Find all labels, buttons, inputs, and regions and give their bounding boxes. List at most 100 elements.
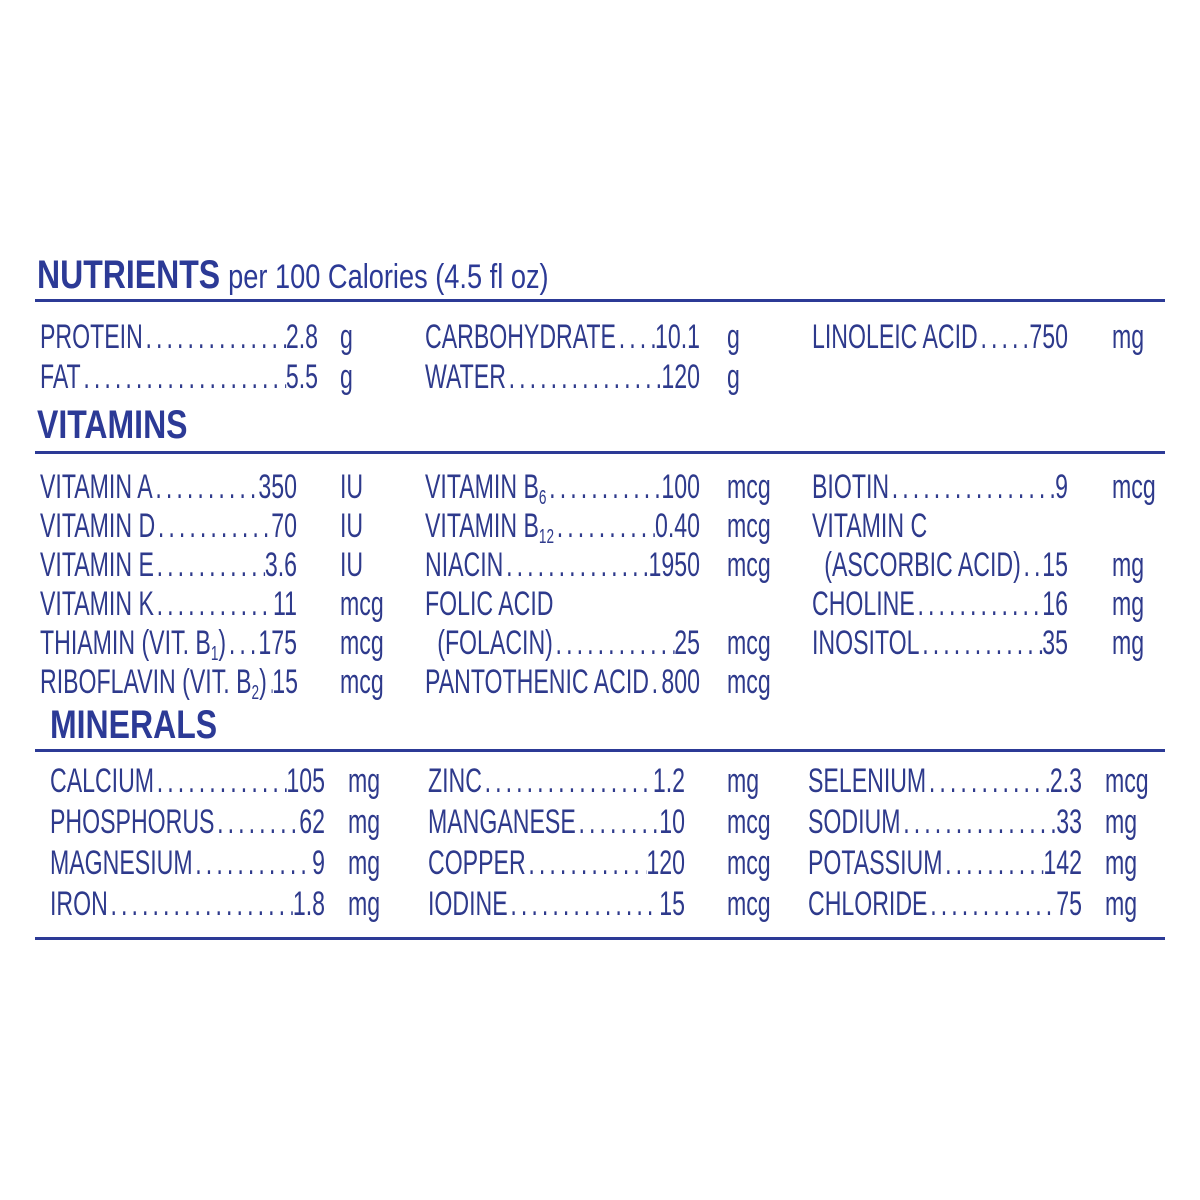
nutrient-unit: mcg: [339, 624, 384, 662]
nutrient-name: INOSITOL: [812, 623, 920, 663]
entry-main: LINOLEIC ACID...........................…: [812, 317, 1068, 357]
nutrient-unit: mg: [347, 885, 381, 923]
nutrient-row: PANTOTHENIC ACID........................…: [425, 662, 771, 702]
nutrient-value: 1950: [648, 546, 700, 584]
entry-main: FAT.....................................…: [40, 357, 318, 397]
nutrient-unit: mg: [1111, 546, 1145, 584]
dot-leader: ........................................…: [917, 585, 1042, 623]
name-text: (ASCORBIC ACID): [824, 546, 1021, 584]
nutrient-value: 9: [1055, 468, 1068, 506]
name-text: SODIUM: [808, 803, 901, 841]
nutrient-value: 750: [1029, 318, 1068, 356]
dot-leader: ........................................…: [922, 624, 1042, 662]
nutrient-value: 10.1: [654, 318, 700, 356]
nutrient-row: (FOLACIN)...............................…: [425, 623, 771, 663]
nutrient-row: THIAMIN (VIT. B1).......................…: [40, 623, 384, 663]
nutrient-row: LINOLEIC ACID...........................…: [812, 317, 1144, 357]
dot-leader: ........................................…: [195, 844, 312, 882]
name-text: VITAMIN D: [40, 507, 156, 545]
name-text: VITAMIN E: [40, 546, 154, 584]
dot-leader: ........................................…: [1023, 546, 1043, 584]
name-text: IRON: [50, 885, 108, 923]
entry-main: IODINE..................................…: [428, 884, 685, 924]
nutrient-row: IRON....................................…: [50, 884, 380, 924]
entry-main: BIOTIN..................................…: [812, 467, 1068, 507]
name-end: ): [218, 624, 227, 662]
nutrient-unit: g: [726, 358, 740, 396]
nutrient-value: 35: [1042, 624, 1068, 662]
nutrient-name: COPPER: [428, 843, 526, 883]
nutrient-name: VITAMIN C: [812, 506, 927, 546]
dot-leader: ........................................…: [549, 468, 662, 506]
nutrient-unit: g: [339, 358, 353, 396]
entry-main: PANTOTHENIC ACID........................…: [425, 662, 700, 702]
nutrient-value: 16: [1042, 585, 1068, 623]
entry-main: VITAMIN B6..............................…: [425, 467, 700, 507]
nutrient-row: VITAMIN A...............................…: [40, 467, 363, 507]
entry-main: PROTEIN.................................…: [40, 317, 318, 357]
nutrient-row: VITAMIN K...............................…: [40, 584, 384, 624]
nutrient-row: NIACIN..................................…: [425, 545, 771, 585]
nutrient-unit: mcg: [726, 624, 771, 662]
dot-leader: ........................................…: [155, 468, 258, 506]
nutrient-row: (ASCORBIC ACID).........................…: [812, 545, 1144, 585]
nutrient-value: 142: [1043, 844, 1082, 882]
nutrient-name: PHOSPHORUS: [50, 802, 214, 842]
entry-main: CARBOHYDRATE............................…: [425, 317, 700, 357]
nutrient-row: CALCIUM.................................…: [50, 761, 380, 801]
dot-leader: ........................................…: [528, 844, 646, 882]
subscript: 2: [251, 682, 260, 702]
nutrient-unit: mcg: [339, 663, 384, 701]
dot-leader: ........................................…: [945, 844, 1043, 882]
entry-main: VITAMIN E...............................…: [40, 545, 297, 585]
nutrient-value: 350: [258, 468, 297, 506]
nutrient-row: CARBOHYDRATE............................…: [425, 317, 740, 357]
entry-main: RIBOFLAVIN (VIT. B2)....................…: [40, 662, 297, 702]
name-text: MAGNESIUM: [50, 844, 193, 882]
name-text: (FOLACIN): [437, 624, 553, 662]
name-end: ): [259, 663, 267, 701]
nutrient-row: BIOTIN..................................…: [812, 467, 1156, 507]
nutrient-value: 100: [661, 468, 700, 506]
entry-main: CHOLINE.................................…: [812, 584, 1068, 624]
dot-leader: ........................................…: [110, 885, 293, 923]
entry-main: SODIUM..................................…: [808, 802, 1082, 842]
nutrient-name: (FOLACIN): [425, 623, 553, 663]
nutrient-row: IODINE..................................…: [428, 884, 771, 924]
dot-leader: ........................................…: [157, 507, 272, 545]
entry-main: INOSITOL................................…: [812, 623, 1068, 663]
subheading-text: per 100 Calories (4.5 fl oz): [228, 258, 549, 296]
nutrient-row: VITAMIN D...............................…: [40, 506, 363, 546]
nutrient-row: POTASSIUM...............................…: [808, 843, 1137, 883]
nutrient-value: 75: [1056, 885, 1082, 923]
nutrient-name: IRON: [50, 884, 108, 924]
entry-main: IRON....................................…: [50, 884, 325, 924]
nutrient-name: VITAMIN E: [40, 545, 154, 585]
name-text: CARBOHYDRATE: [425, 318, 616, 356]
section-rule: [35, 451, 1165, 454]
nutrient-value: 120: [661, 358, 700, 396]
nutrient-value: 5.5: [285, 358, 318, 396]
nutrient-value: 105: [286, 762, 325, 800]
nutrient-unit: mcg: [726, 885, 771, 923]
dot-leader: ........................................…: [651, 663, 662, 701]
name-text: VITAMIN C: [812, 507, 928, 545]
section-heading: MINERALS: [50, 703, 217, 756]
nutrient-row: CHOLINE.................................…: [812, 584, 1144, 624]
nutrient-unit: mg: [347, 803, 381, 841]
entry-main: NIACIN..................................…: [425, 545, 700, 585]
name-text: VITAMIN K: [40, 585, 154, 623]
dot-leader: ........................................…: [891, 468, 1055, 506]
nutrient-row: MANGANESE...............................…: [428, 802, 771, 842]
name-text: FAT: [40, 358, 81, 396]
heading-text: NUTRIENTS: [37, 253, 221, 297]
dot-leader: ........................................…: [156, 546, 265, 584]
nutrient-value: 25: [674, 624, 700, 662]
nutrient-name: SELENIUM: [808, 761, 926, 801]
nutrient-name: VITAMIN B6: [425, 467, 546, 507]
nutrient-unit: IU: [339, 468, 364, 506]
nutrient-unit: mg: [1104, 885, 1138, 923]
nutrient-value: 33: [1056, 803, 1082, 841]
name-text: PROTEIN: [40, 318, 143, 356]
